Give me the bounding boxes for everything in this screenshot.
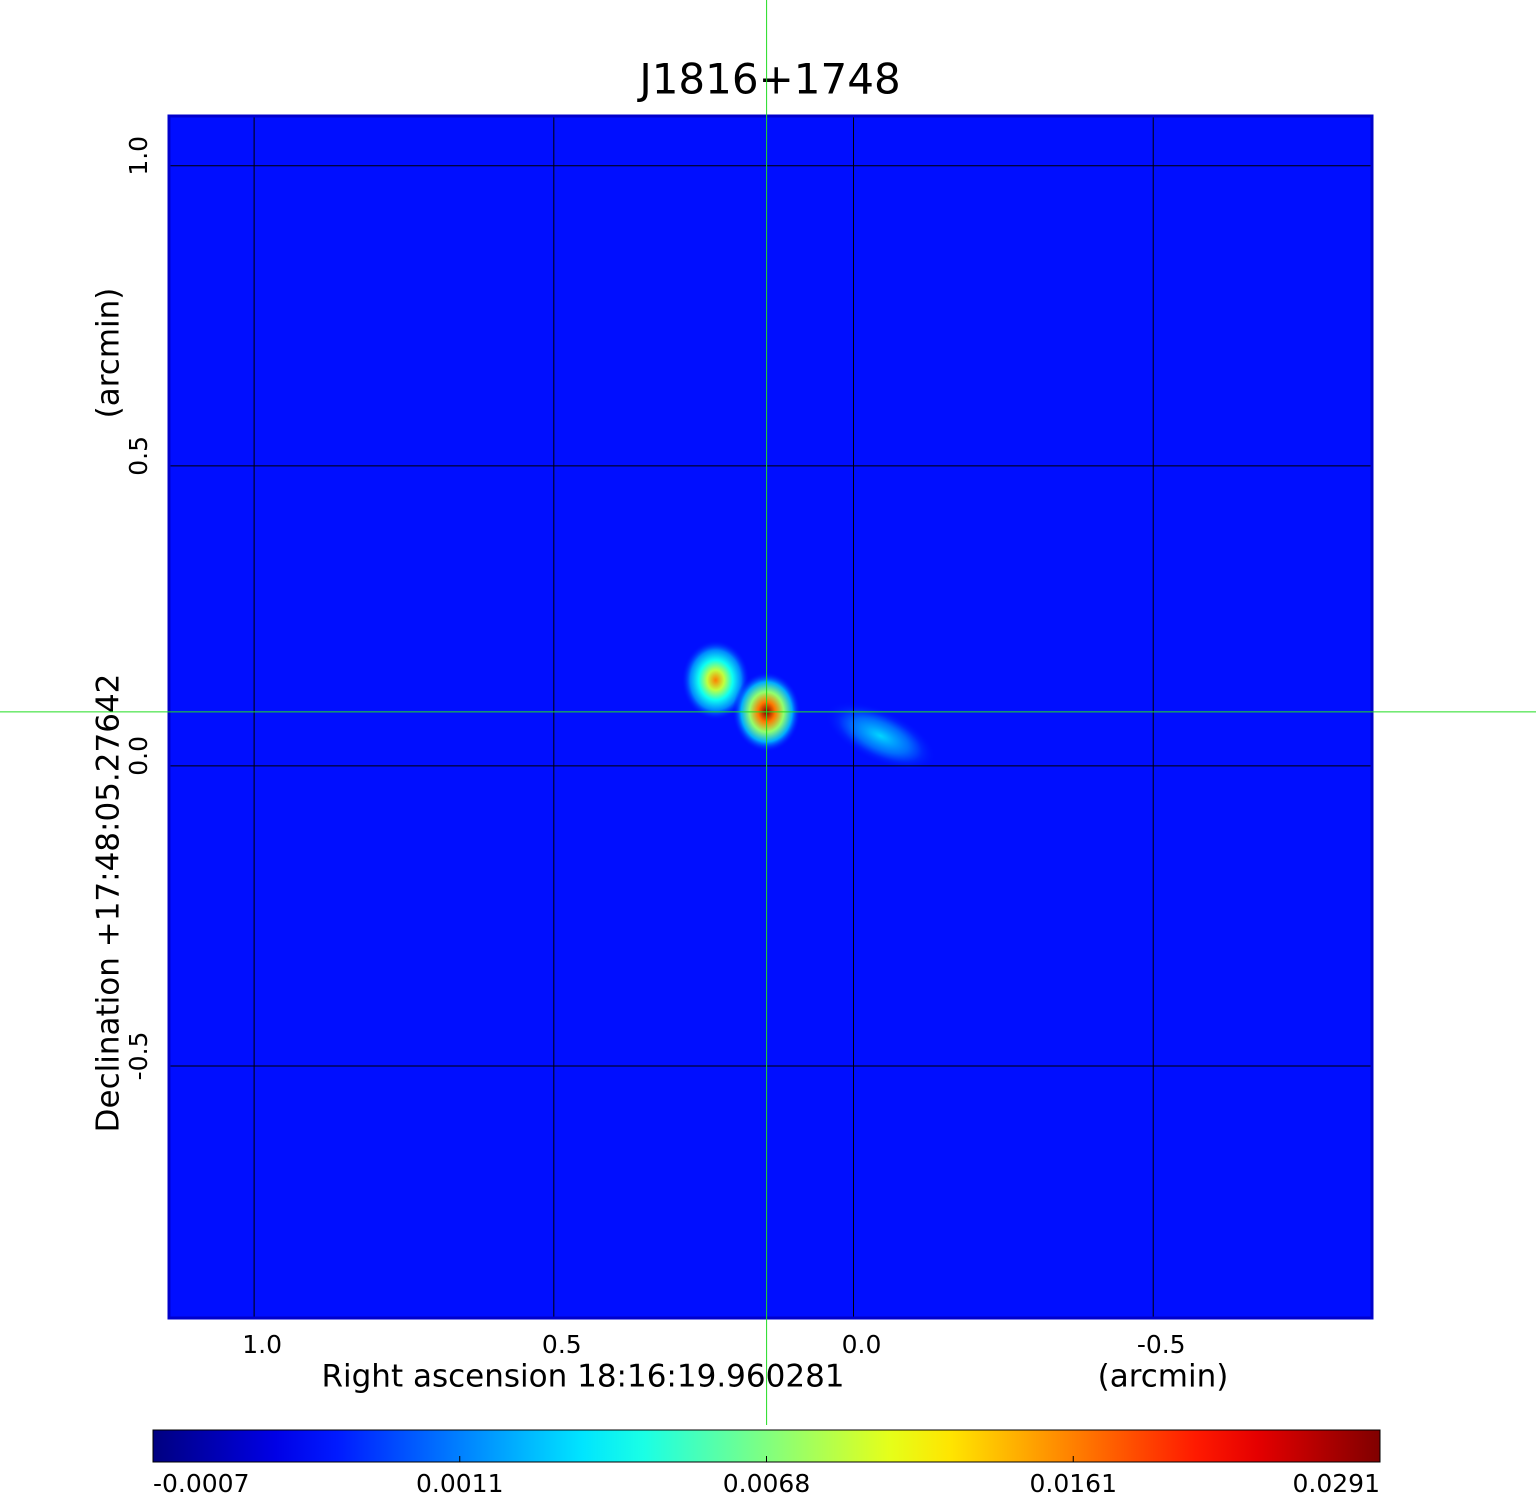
colorbar-tick-label: 0.0068: [723, 1469, 810, 1498]
x-tick-label: -0.5: [1137, 1330, 1186, 1359]
y-tick-label: -0.5: [124, 1032, 153, 1081]
y-axis-label: Declination +17:48:05.27642: [91, 674, 127, 1133]
x-axis-label: Right ascension 18:16:19.960281: [321, 1359, 844, 1395]
x-tick-label: 0.5: [542, 1330, 582, 1359]
y-axis-unit: (arcmin): [91, 288, 127, 419]
x-tick-label: 0.0: [842, 1330, 882, 1359]
colorbar-tick-label: 0.0011: [416, 1469, 503, 1498]
y-tick-label: 0.5: [124, 436, 153, 476]
chart-title: J1816+1748: [636, 55, 900, 104]
colorbar-tick-label: 0.0161: [1030, 1469, 1117, 1498]
source: [825, 701, 936, 771]
plot-frame: [167, 114, 1374, 1320]
x-tick-label: 1.0: [242, 1330, 282, 1359]
y-tick-label: 1.0: [124, 136, 153, 176]
source: [681, 640, 750, 721]
image: [169, 116, 1372, 1318]
x-axis-unit: (arcmin): [1098, 1359, 1229, 1395]
colorbar-tick-label: -0.0007: [153, 1469, 250, 1498]
y-tick-label: 0.0: [124, 736, 153, 776]
colorbar-tick-label: 0.0291: [1293, 1469, 1380, 1498]
